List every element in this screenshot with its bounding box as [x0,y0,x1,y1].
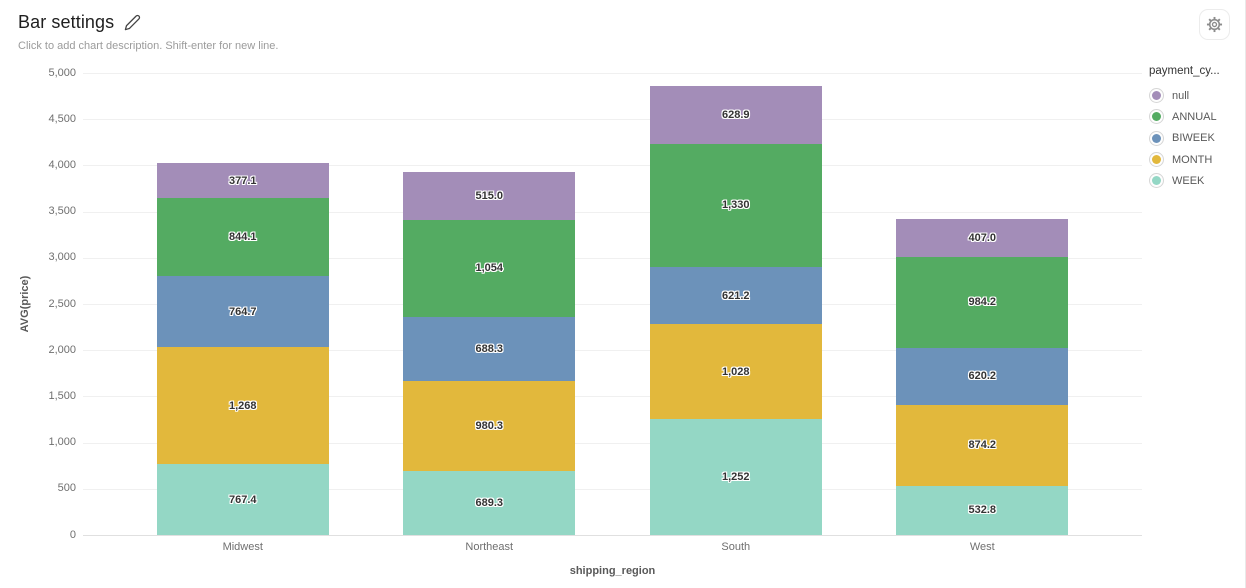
chart-description-placeholder[interactable]: Click to add chart description. Shift-en… [18,40,279,52]
bar-value-label: 621.2 [721,289,750,302]
bar-value-label: 620.2 [968,370,997,383]
x-tick-label: West [969,541,995,553]
bar-value-label: 767.4 [228,493,257,506]
bar-segment[interactable]: 1,054 [403,219,576,318]
y-tick-label: 4,500 [48,112,76,125]
x-tick-label: Northeast [465,541,514,553]
bar-segment[interactable]: 407.0 [896,219,1069,257]
pencil-icon [124,14,141,31]
bar-segment[interactable]: 1,252 [649,419,822,535]
bar-value-label: 407.0 [968,231,997,244]
bar-value-label: 980.3 [475,420,504,432]
legend-item-null[interactable]: null [1149,85,1244,106]
y-gridline [83,350,1142,352]
bar-value-label: 1,252 [721,471,750,484]
bar-value-label: 1,268 [228,399,257,412]
gear-icon [1206,16,1223,33]
bar-value-label: 532.8 [968,504,997,517]
bar-value-label: 764.7 [228,305,257,318]
legend-swatch-icon [1152,112,1161,122]
bar-value-label: 515.0 [475,189,504,202]
legend-item-biweek[interactable]: BIWEEK [1149,128,1244,149]
settings-button[interactable] [1199,9,1230,40]
y-gridline [83,442,1142,444]
y-gridline [83,257,1142,259]
legend-swatch-icon [1152,176,1161,186]
bar-segment[interactable]: 1,028 [649,324,822,420]
bar-segment[interactable]: 532.8 [896,485,1069,535]
legend-item-label: WEEK [1172,174,1205,187]
y-tick-label: 3,000 [48,251,76,264]
bar-value-label: 689.3 [475,497,504,510]
bar-segment[interactable]: 874.2 [896,404,1069,486]
legend-swatch-icon [1152,133,1161,143]
bar-segment[interactable]: 377.1 [156,163,329,199]
legend-item-label: MONTH [1172,153,1213,166]
legend-title: payment_cy... [1149,65,1220,77]
y-tick-label: 4,000 [48,158,76,171]
x-tick-label: South [721,541,751,553]
bar-segment[interactable]: 1,268 [156,346,329,465]
bar-segment[interactable]: 767.4 [156,464,329,535]
bar-segment[interactable]: 620.2 [896,347,1069,405]
y-tick-label: 1,500 [48,389,76,402]
legend-item-label: BIWEEK [1172,132,1215,145]
y-gridline [83,304,1142,305]
bar-value-label: 1,028 [721,365,750,378]
bar-value-label: 874.2 [968,439,997,452]
legend: payment_cy... null ANNUAL BIWEEK MONTH WEEK [1149,65,1244,191]
y-tick-label: 5,000 [48,66,76,79]
edit-title-button[interactable] [124,14,141,31]
chart-title[interactable]: Bar settings [18,12,115,32]
bar-value-label: 1,054 [475,262,504,275]
chart-header: Bar settings Click to add chart descript… [18,12,278,52]
bar-value-label: 1,330 [721,199,750,212]
bar-segment[interactable]: 688.3 [403,317,576,381]
bar-segment[interactable]: 1,330 [649,144,822,267]
bar-segment[interactable]: 628.9 [649,85,822,145]
y-tick-label: 0 [69,528,76,541]
legend-swatch-icon [1152,155,1161,165]
y-gridline [83,73,1142,74]
bar-value-label: 628.9 [721,108,750,121]
bar-value-label: 844.1 [228,231,257,244]
legend-swatch-icon [1152,91,1161,101]
y-tick-label: 2,500 [48,297,76,310]
y-tick-label: 3,500 [48,205,76,218]
legend-item-label: ANNUAL [1172,110,1217,123]
y-tick-label: 2,000 [48,343,76,356]
bar-segment[interactable]: 980.3 [403,380,576,472]
bar-value-label: 688.3 [475,342,504,355]
bar-segment[interactable]: 844.1 [156,198,329,277]
x-tick-label: Midwest [222,541,263,553]
legend-item-week[interactable]: WEEK [1149,170,1244,191]
y-gridline [83,488,1142,490]
y-gridline [83,396,1142,398]
bar-segment[interactable]: 764.7 [156,276,329,347]
legend-item-label: null [1172,89,1190,102]
bar-segment[interactable]: 515.0 [403,172,576,220]
legend-item-month[interactable]: MONTH [1149,149,1244,170]
y-tick-label: 1,000 [48,436,76,449]
y-tick-label: 500 [57,482,76,495]
bar-value-label: 377.1 [228,174,257,187]
y-gridline [83,119,1142,121]
bar-segment[interactable]: 984.2 [896,256,1069,348]
x-axis-line [83,535,1142,536]
legend-item-annual[interactable]: ANNUAL [1149,106,1244,127]
x-axis-title: shipping_region [569,565,656,577]
y-gridline [83,211,1142,213]
bar-segment[interactable]: 621.2 [649,266,822,325]
bar-value-label: 984.2 [968,296,997,309]
y-gridline [83,165,1142,167]
bar-segment[interactable]: 689.3 [403,471,576,535]
